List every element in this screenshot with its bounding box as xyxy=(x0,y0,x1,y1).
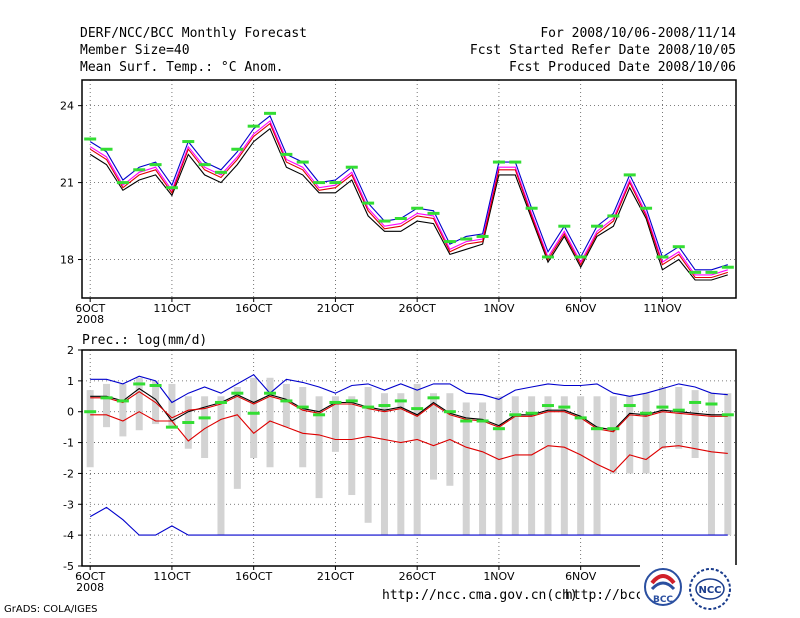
forecast-produced: Fcst Produced Date 2008/10/06 xyxy=(509,60,736,75)
range-bar-31 xyxy=(577,396,585,536)
range-bar-32 xyxy=(593,396,601,536)
range-bar-8 xyxy=(201,396,209,458)
range-bar-22 xyxy=(430,393,438,480)
ytick-label-0: 18 xyxy=(60,254,74,267)
range-bar-10 xyxy=(233,387,241,489)
series-line-mean2 xyxy=(90,391,728,433)
range-bar-28 xyxy=(528,396,536,536)
member-size: Member Size=40 xyxy=(80,43,190,58)
range-bar-19 xyxy=(380,393,388,536)
xtick-label-2: 16OCT xyxy=(235,570,272,583)
range-bar-26 xyxy=(495,396,503,536)
ytick-label-7: 2 xyxy=(67,344,74,357)
ytick-label-3: -2 xyxy=(63,467,74,480)
bcc-logo-text: BCC xyxy=(653,595,673,605)
series-line-floor xyxy=(89,506,728,536)
range-bar-40 xyxy=(724,393,732,536)
series-line-upper xyxy=(89,115,728,271)
range-bar-12 xyxy=(266,377,274,468)
series-line-lower xyxy=(89,127,728,281)
xtick-label-3: 21OCT xyxy=(317,570,354,583)
range-bar-1 xyxy=(86,390,94,468)
plot-frame xyxy=(81,349,737,567)
range-bar-25 xyxy=(479,402,487,536)
header-left: DERF/NCC/BCC Monthly Forecast Member Siz… xyxy=(80,25,307,76)
range-bar-2 xyxy=(103,383,111,428)
range-bar-37 xyxy=(675,387,683,449)
ncc-logo-icon: NCC xyxy=(689,568,731,610)
footer-url-en[interactable]: http://bcc.c xyxy=(565,588,659,603)
plot-frame xyxy=(81,79,737,299)
range-bar-15 xyxy=(315,396,323,499)
chart-title: DERF/NCC/BCC Monthly Forecast xyxy=(80,26,307,41)
ytick-label-1: 21 xyxy=(60,177,74,190)
xtick-label-6: 6NOV xyxy=(565,302,597,315)
xtick-label-1: 11OCT xyxy=(153,302,190,315)
ytick-label-2: 24 xyxy=(60,100,74,113)
xtick-label-0: 6OCT xyxy=(75,570,105,583)
precip-panel-title: Prec.: log(mm/d) xyxy=(82,333,207,348)
range-bar-18 xyxy=(364,387,372,523)
logos: BCC NCC xyxy=(640,565,740,615)
header-right: For 2008/10/06-2008/11/14 Fcst Started R… xyxy=(470,25,736,76)
range-bar-24 xyxy=(462,402,470,536)
range-bar-36 xyxy=(658,387,666,449)
xtick-label-6: 6NOV xyxy=(565,570,597,583)
range-bar-38 xyxy=(691,390,699,458)
bcc-logo-icon: BCC xyxy=(644,568,682,606)
series-line-red xyxy=(89,122,728,279)
ytick-label-6: 1 xyxy=(67,375,74,388)
xtick-label-7: 11NOV xyxy=(643,302,682,315)
range-bar-30 xyxy=(560,396,568,536)
xtick-sublabel-0: 2008 xyxy=(76,581,104,594)
xtick-label-5: 1NOV xyxy=(483,570,515,583)
range-bar-3 xyxy=(119,383,127,437)
ytick-label-2: -3 xyxy=(63,498,74,511)
xtick-label-1: 11OCT xyxy=(153,570,190,583)
range-bar-14 xyxy=(299,387,307,468)
range-bar-17 xyxy=(348,396,356,496)
range-bar-13 xyxy=(282,383,290,428)
range-bar-27 xyxy=(511,396,519,536)
xtick-sublabel-0: 2008 xyxy=(76,313,104,326)
xtick-label-2: 16OCT xyxy=(235,302,272,315)
forecast-period: For 2008/10/06-2008/11/14 xyxy=(540,26,736,41)
series-line-mean xyxy=(89,120,728,276)
ytick-label-1: -4 xyxy=(63,529,74,542)
range-bar-16 xyxy=(331,396,339,452)
series-line-min xyxy=(90,411,728,473)
ytick-label-0: -5 xyxy=(63,560,74,573)
range-bar-29 xyxy=(544,396,552,536)
ytick-label-4: -1 xyxy=(63,437,74,450)
range-bar-33 xyxy=(609,396,617,474)
forecast-started: Fcst Started Refer Date 2008/10/05 xyxy=(469,43,736,58)
range-bar-4 xyxy=(135,377,143,431)
ncc-logo-text: NCC xyxy=(698,585,721,596)
range-bar-35 xyxy=(642,393,650,474)
xtick-label-0: 6OCT xyxy=(75,302,105,315)
xtick-label-5: 1NOV xyxy=(483,302,515,315)
range-bar-39 xyxy=(707,393,715,536)
range-bar-20 xyxy=(397,393,405,536)
range-bar-6 xyxy=(168,383,176,428)
range-bar-11 xyxy=(250,377,258,458)
xtick-label-4: 26OCT xyxy=(399,570,436,583)
series-line-max xyxy=(90,374,728,404)
variable-label: Mean Surf. Temp.: °C Anom. xyxy=(80,60,284,75)
range-bar-34 xyxy=(626,396,634,474)
xtick-label-3: 21OCT xyxy=(317,302,354,315)
range-bar-9 xyxy=(217,396,225,536)
ytick-label-5: 0 xyxy=(67,406,74,419)
footer-url-ch[interactable]: http://ncc.cma.gov.cn(ch) xyxy=(382,588,578,603)
range-bar-21 xyxy=(413,383,421,536)
grads-credit: GrADS: COLA/IGES xyxy=(4,604,98,615)
xtick-label-4: 26OCT xyxy=(399,302,436,315)
